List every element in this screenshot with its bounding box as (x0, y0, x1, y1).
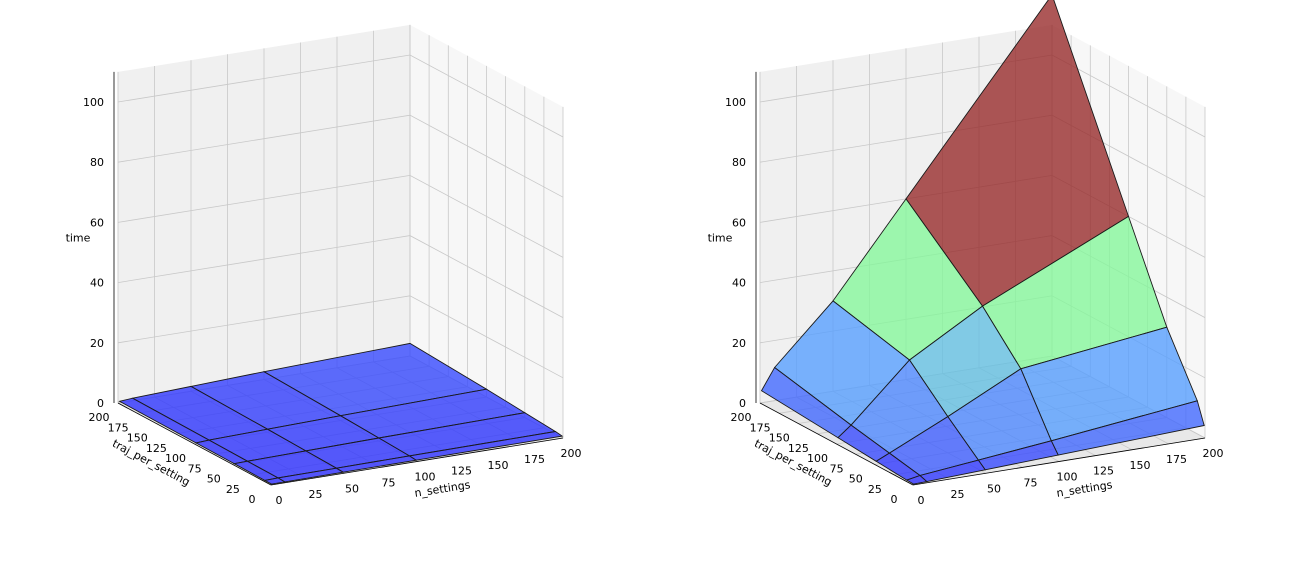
x-tick-label: 175 (1166, 453, 1187, 466)
y-tick-label: 200 (89, 411, 110, 424)
z-tick-label: 40 (732, 277, 746, 290)
y-axis-line (117, 402, 272, 486)
x-axis-line (912, 437, 1206, 486)
surface-patch (263, 477, 287, 485)
x-tick-label: 100 (415, 471, 436, 484)
y-tick-label: 175 (750, 421, 771, 434)
y-tick-label: 0 (249, 493, 256, 506)
y-tick-label: 200 (731, 411, 752, 424)
z-tick-label: 60 (732, 216, 746, 229)
y-tick-label: 125 (146, 442, 167, 455)
z-tick-label: 20 (90, 337, 104, 350)
y-tick-label: 175 (108, 421, 129, 434)
x-tick-label: 75 (382, 476, 396, 489)
subplot-nn: NN02550751001251501752000255075100125150… (66, 24, 582, 507)
x-tick-label: 25 (951, 488, 965, 501)
y-tick-label: 50 (849, 473, 863, 486)
y-axis-line (759, 402, 914, 486)
z-tick-label: 40 (90, 277, 104, 290)
y-tick-label: 25 (226, 483, 240, 496)
y-tick-label: 150 (127, 432, 148, 445)
z-tick-label: 80 (90, 156, 104, 169)
y-tick-label: 150 (769, 432, 790, 445)
z-tick-label: 80 (732, 156, 746, 169)
x-tick-label: 75 (1024, 476, 1038, 489)
x-tick-label: 175 (524, 453, 545, 466)
z-tick-label: 100 (83, 96, 104, 109)
x-tick-label: 150 (488, 459, 509, 472)
y-tick-label: 25 (868, 483, 882, 496)
x-tick-label: 150 (1130, 459, 1151, 472)
x-tick-label: 50 (987, 482, 1001, 495)
x-tick-label: 0 (276, 494, 283, 507)
z-tick-label: 0 (97, 397, 104, 410)
y-tick-label: 0 (891, 493, 898, 506)
surface-patch (905, 474, 928, 485)
x-tick-label: 25 (309, 488, 323, 501)
x-tick-label: 125 (451, 465, 472, 478)
y-tick-label: 100 (807, 452, 828, 465)
x-tick-label: 100 (1057, 471, 1078, 484)
z-tick-label: 100 (725, 96, 746, 109)
x-tick-label: 0 (918, 494, 925, 507)
z-tick-label: 0 (739, 397, 746, 410)
y-tick-label: 125 (788, 442, 809, 455)
y-tick-label: 50 (207, 473, 221, 486)
subplot-ssa: SSA0255075100125150175200025507510012515… (708, 0, 1224, 507)
z-axis-label: time (66, 231, 91, 244)
x-axis-line (270, 437, 564, 486)
y-tick-label: 75 (188, 462, 202, 475)
z-axis-label: time (708, 231, 733, 244)
x-tick-label: 50 (345, 482, 359, 495)
x-tick-label: 125 (1093, 465, 1114, 478)
x-tick-label: 200 (561, 447, 582, 460)
z-tick-label: 20 (732, 337, 746, 350)
x-tick-label: 200 (1203, 447, 1224, 460)
y-tick-label: 100 (165, 452, 186, 465)
y-tick-label: 75 (830, 462, 844, 475)
z-tick-label: 60 (90, 216, 104, 229)
